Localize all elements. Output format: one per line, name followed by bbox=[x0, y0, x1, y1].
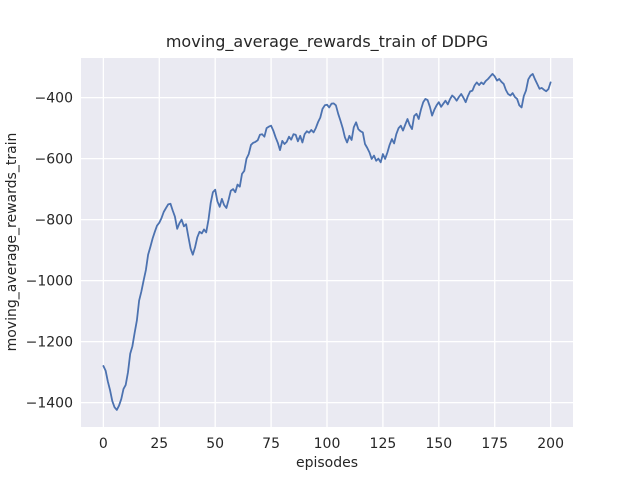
grid-layer bbox=[81, 58, 573, 427]
y-tick-label: −600 bbox=[35, 152, 73, 168]
chart-title: moving_average_rewards_train of DDPG bbox=[166, 32, 488, 52]
y-tick-label: −1400 bbox=[26, 396, 73, 412]
x-tick-label: 50 bbox=[206, 436, 224, 452]
x-tick-label: 100 bbox=[314, 436, 341, 452]
x-tick-label: 200 bbox=[537, 436, 564, 452]
x-tick-label: 0 bbox=[99, 436, 108, 452]
x-tick-label: 25 bbox=[150, 436, 168, 452]
x-tick-label: 125 bbox=[370, 436, 397, 452]
x-tick-label: 75 bbox=[262, 436, 280, 452]
line-layer bbox=[102, 73, 552, 411]
tick-layer: 0 25 50 75 100 125 150 175 200 −400 −600 −800 −1000 −… bbox=[26, 91, 564, 452]
y-tick-label: −1200 bbox=[26, 335, 73, 351]
x-tick-label: 175 bbox=[481, 436, 508, 452]
y-axis-label: moving_average_rewards_train bbox=[4, 133, 20, 352]
x-tick-label: 150 bbox=[425, 436, 452, 452]
y-tick-label: −400 bbox=[35, 91, 73, 107]
x-axis-label: episodes bbox=[296, 455, 358, 471]
reward-line bbox=[102, 73, 552, 411]
y-tick-label: −800 bbox=[35, 213, 73, 229]
y-tick-label: −1000 bbox=[26, 274, 73, 290]
